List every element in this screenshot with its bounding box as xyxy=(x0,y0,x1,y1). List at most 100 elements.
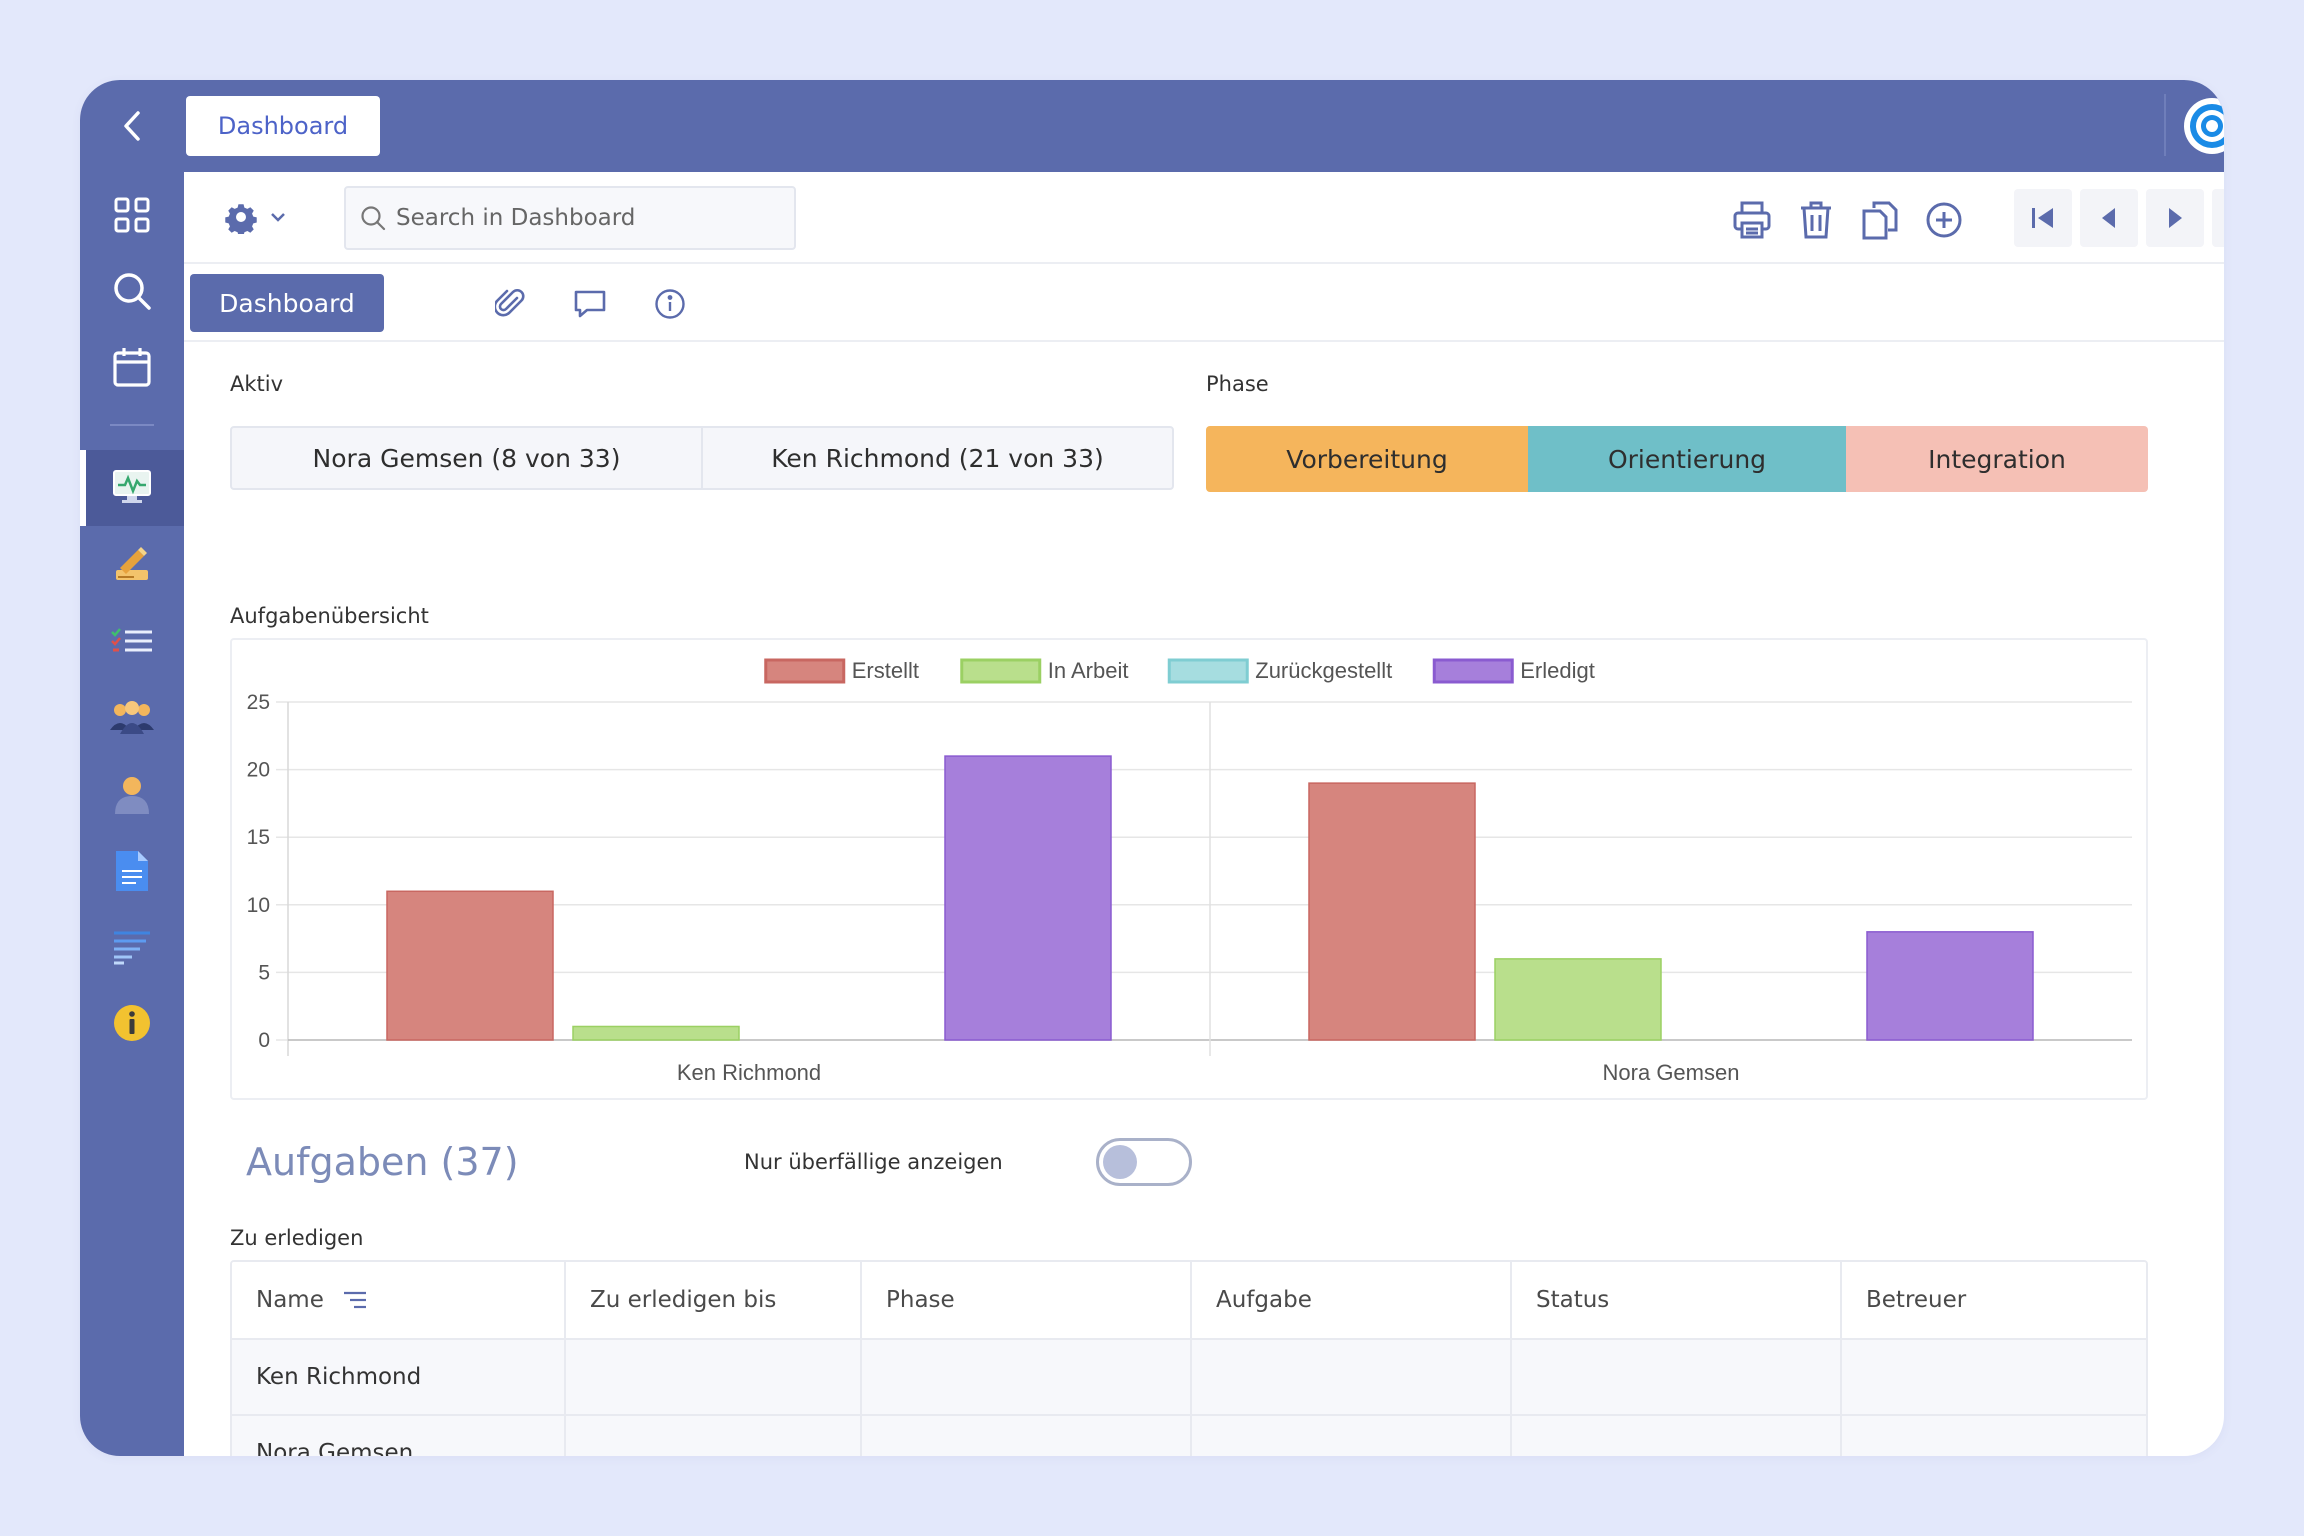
chevron-left-icon xyxy=(124,111,140,141)
cell-name: Ken Richmond xyxy=(232,1340,566,1414)
toolbar-action-group xyxy=(1724,192,1980,248)
sidebar-item-dashboard[interactable] xyxy=(80,462,184,512)
phase-orientierung[interactable]: Orientierung xyxy=(1528,426,1846,492)
cell-due xyxy=(566,1340,862,1414)
print-button[interactable] xyxy=(1724,192,1780,248)
app-window: Dashboard xyxy=(80,80,2224,1456)
tasks-table: Name Zu erledigen bis Phase Aufgabe Stat… xyxy=(230,1260,2148,1456)
sidebar-item-checklist[interactable] xyxy=(80,616,184,666)
sidebar xyxy=(80,80,184,1456)
y-tick-label: 15 xyxy=(247,826,270,849)
legend-swatch xyxy=(1432,658,1514,684)
print-icon xyxy=(1733,201,1771,239)
search-icon xyxy=(361,206,386,231)
search-icon xyxy=(114,273,151,310)
toolbar: Dashboard xyxy=(184,172,2224,342)
next-icon xyxy=(2169,208,2182,228)
column-header-supervisor[interactable]: Betreuer xyxy=(1866,1287,1967,1313)
trash-icon xyxy=(1801,201,1831,239)
user-icon xyxy=(115,777,149,814)
cell-status xyxy=(1512,1416,1842,1456)
column-header-name[interactable]: Name xyxy=(232,1262,566,1338)
toggle-knob xyxy=(1103,1145,1137,1179)
aktiv-selector: Nora Gemsen (8 von 33) Ken Richmond (21 … xyxy=(230,426,1174,490)
app-logo[interactable] xyxy=(2184,98,2224,154)
sidebar-item-document[interactable] xyxy=(80,844,184,898)
bar-chart: 0 5 10 15 20 25 Ken Richmond Nora Gemsen Erstell… xyxy=(247,658,2132,1085)
cell-task xyxy=(1192,1340,1512,1414)
bar-inarbeit-1 xyxy=(1494,958,1662,1041)
previous-icon xyxy=(2102,208,2115,228)
first-record-button[interactable] xyxy=(2014,189,2072,247)
previous-record-button[interactable] xyxy=(2080,189,2138,247)
search-input[interactable] xyxy=(396,205,776,231)
paperclip-icon xyxy=(495,289,525,317)
attachments-button[interactable] xyxy=(490,284,530,324)
delete-button[interactable] xyxy=(1788,192,1844,248)
y-tick-label: 25 xyxy=(247,691,270,714)
bar-erledigt-0 xyxy=(944,755,1112,1041)
table-row[interactable]: Nora Gemsen xyxy=(232,1414,2146,1456)
chart-section-label: Aufgabenübersicht xyxy=(230,604,429,628)
first-page-icon xyxy=(2032,208,2053,228)
comments-button[interactable] xyxy=(570,284,610,324)
legend-label: Erledigt xyxy=(1520,658,1595,683)
settings-menu-button[interactable] xyxy=(224,200,286,234)
y-tick-label: 5 xyxy=(258,961,270,984)
info-icon xyxy=(655,289,685,319)
next-record-button[interactable] xyxy=(2146,189,2204,247)
checklist-icon xyxy=(111,628,152,652)
tab-dashboard[interactable]: Dashboard xyxy=(186,96,380,156)
table-row[interactable]: Ken Richmond xyxy=(232,1338,2146,1414)
cell-supervisor xyxy=(1842,1340,2146,1414)
column-header-label: Name xyxy=(256,1287,324,1313)
phase-vorbereitung[interactable]: Vorbereitung xyxy=(1206,426,1528,492)
sidebar-item-sign[interactable] xyxy=(80,540,184,590)
sidebar-item-calendar[interactable] xyxy=(80,342,184,392)
bar-inarbeit-0 xyxy=(572,1025,740,1041)
sidebar-item-grid[interactable] xyxy=(80,190,184,240)
phase-integration[interactable]: Integration xyxy=(1846,426,2148,492)
column-header-status[interactable]: Status xyxy=(1512,1262,1842,1338)
bar-erledigt-1 xyxy=(1866,931,2034,1041)
column-header-due[interactable]: Zu erledigen bis xyxy=(566,1262,862,1338)
toolbar-row-actions xyxy=(184,172,2224,264)
table-header: Name Zu erledigen bis Phase Aufgabe Stat… xyxy=(232,1262,2146,1338)
sidebar-item-team[interactable] xyxy=(80,690,184,744)
sidebar-item-info[interactable] xyxy=(80,998,184,1048)
back-button[interactable] xyxy=(80,100,184,152)
grid-icon xyxy=(114,197,150,233)
add-button[interactable] xyxy=(1916,192,1972,248)
column-header-phase[interactable]: Phase xyxy=(862,1262,1192,1338)
top-separator xyxy=(2164,94,2166,156)
copy-button[interactable] xyxy=(1852,192,1908,248)
sidebar-item-search[interactable] xyxy=(80,266,184,316)
search-box[interactable] xyxy=(344,186,796,250)
legend-swatch xyxy=(960,658,1042,684)
task-overview-chart: 0 5 10 15 20 25 Ken Richmond Nora Gemsen Erstell… xyxy=(230,638,2148,1100)
record-navigation xyxy=(2014,189,2224,247)
phase-selector: Vorbereitung Orientierung Integration xyxy=(1206,426,2148,492)
document-icon xyxy=(116,851,148,891)
toolbar-row-tabs: Dashboard xyxy=(184,264,2224,342)
top-bar: Dashboard xyxy=(184,80,2224,172)
gear-icon xyxy=(225,204,257,234)
y-tick-label: 0 xyxy=(258,1029,270,1052)
aktiv-option-nora[interactable]: Nora Gemsen (8 von 33) xyxy=(312,443,621,473)
subtab-dashboard[interactable]: Dashboard xyxy=(190,274,384,332)
last-record-button[interactable] xyxy=(2212,189,2224,247)
overdue-toggle[interactable] xyxy=(1096,1138,1192,1186)
cell-due xyxy=(566,1416,862,1456)
team-icon xyxy=(110,701,154,734)
chevron-down-icon xyxy=(271,213,285,222)
info-button[interactable] xyxy=(650,284,690,324)
overdue-toggle-label: Nur überfällige anzeigen xyxy=(744,1150,1003,1174)
sidebar-divider xyxy=(110,424,154,426)
y-tick-label: 20 xyxy=(247,759,270,782)
sidebar-item-list[interactable] xyxy=(80,922,184,972)
cell-supervisor xyxy=(1842,1416,2146,1456)
phase-label: Phase xyxy=(1206,372,1269,396)
aktiv-option-ken[interactable]: Ken Richmond (21 von 33) xyxy=(701,428,1172,488)
column-header-task[interactable]: Aufgabe xyxy=(1192,1262,1512,1338)
sidebar-item-user[interactable] xyxy=(80,768,184,822)
